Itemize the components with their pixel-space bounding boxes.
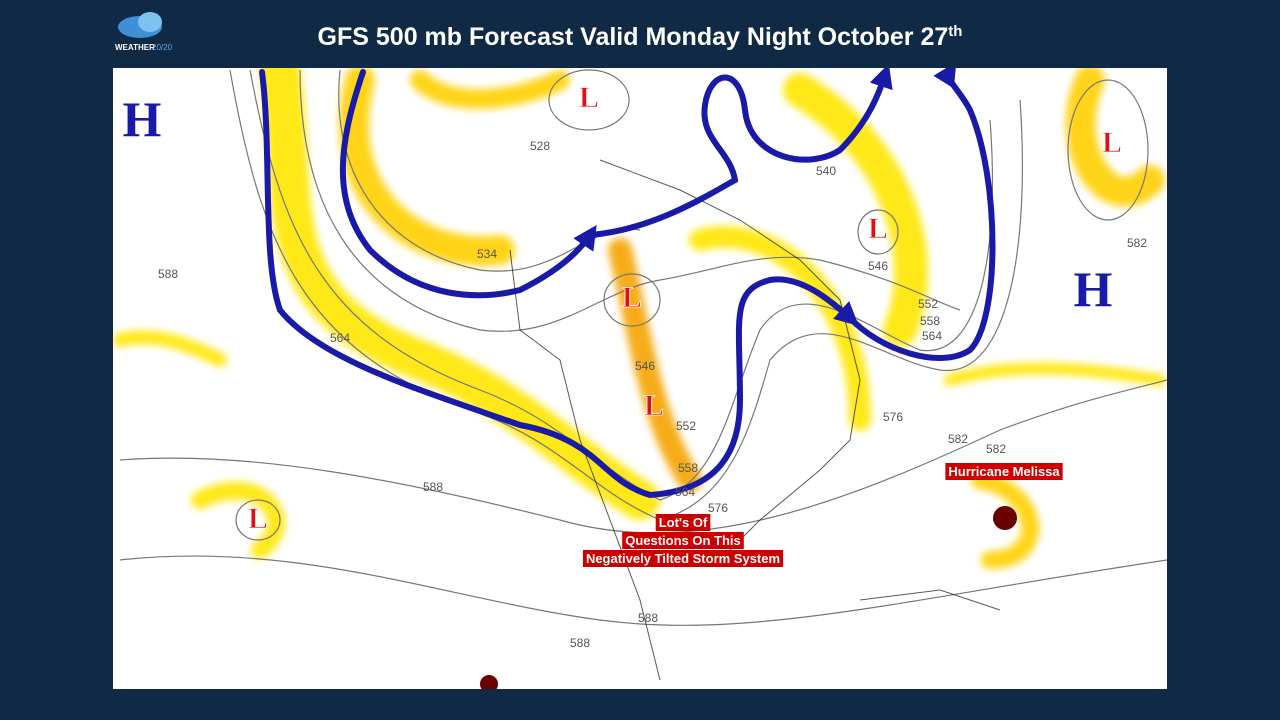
high-pressure-label: H [123,91,162,147]
contour-label: 564 [922,329,942,343]
logo-word: WEATHER [115,43,155,52]
annotation-box [945,463,1063,480]
annotation-text: Questions On This [625,533,741,548]
annotation-box [582,550,784,567]
low-pressure-label: L [644,389,664,422]
contour-label: 588 [570,636,590,650]
contour-label: 552 [918,297,938,311]
high-pressure-label: H [1074,261,1113,317]
logo: WEATHER 20/20 [115,12,173,52]
contour-label: 576 [883,410,903,424]
contour-label: 546 [635,359,655,373]
annotation-box [655,514,711,531]
contour-label: 588 [638,611,658,625]
contour-label: 540 [816,164,836,178]
low-pressure-label: L [248,502,268,535]
contour-label: 582 [1127,236,1147,250]
contour-label: 546 [868,259,888,273]
contour-label: 528 [530,139,550,153]
title-suffix: th [948,23,962,40]
contour-label: 558 [678,461,698,475]
annotation-text: Lot's Of [659,515,708,530]
contour-label: 582 [948,432,968,446]
contour-label: 564 [675,485,695,499]
annotation-box [622,532,744,549]
contour-label: 576 [708,501,728,515]
contour-label: 582 [986,442,1006,456]
contour-label: 588 [158,267,178,281]
title: GFS 500 mb Forecast Valid Monday Night O… [318,23,963,51]
low-pressure-label: L [1102,126,1122,159]
contour-label: 552 [676,419,696,433]
annotation-text: Hurricane Melissa [948,464,1060,479]
contour-label: 534 [477,247,497,261]
low-pressure-label: L [868,212,888,245]
low-pressure-label: L [579,81,599,114]
title-text: GFS 500 mb Forecast Valid Monday Night O… [318,23,949,51]
contour-label: 588 [423,480,443,494]
annotation-text: Negatively Tilted Storm System [586,551,780,566]
low-pressure-label: L [622,281,642,314]
contour-label: 558 [920,314,940,328]
logo-number: 20/20 [152,43,173,52]
contour-label: 564 [330,331,350,345]
